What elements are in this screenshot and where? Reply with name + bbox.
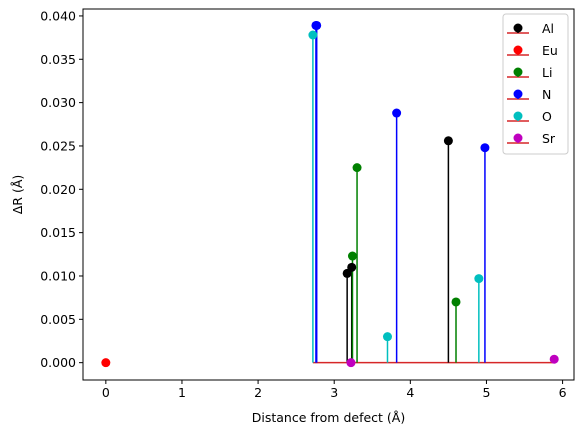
x-tick-label: 0 <box>102 385 110 400</box>
legend-marker-sr <box>513 133 523 143</box>
legend-label-sr: Sr <box>542 131 556 146</box>
y-tick-label: 0.000 <box>40 355 76 370</box>
x-axis-label: Distance from defect (Å) <box>252 410 405 425</box>
legend-label-n: N <box>542 87 551 102</box>
legend-label-o: O <box>542 109 552 124</box>
y-axis-label: ΔR (Å) <box>10 175 25 215</box>
legend-marker-al <box>513 23 523 33</box>
legend-box <box>502 13 569 155</box>
x-tick-label: 3 <box>330 385 338 400</box>
legend: Al Eu Li NO Sr <box>502 13 569 155</box>
stem-marker-sr <box>549 354 559 364</box>
stem-marker-n <box>392 108 402 118</box>
legend-label-al: Al <box>542 21 554 36</box>
legend-label-li: Li <box>542 65 552 80</box>
x-tick-label: 1 <box>178 385 186 400</box>
x-tick-label: 2 <box>254 385 262 400</box>
stem-marker-al <box>347 262 357 272</box>
stem-marker-n <box>312 20 322 30</box>
legend-marker-eu <box>513 45 523 55</box>
y-tick-label: 0.030 <box>40 95 76 110</box>
stem-marker-li <box>347 251 357 261</box>
y-tick-label: 0.015 <box>40 225 76 240</box>
x-tick-label: 6 <box>559 385 567 400</box>
y-tick-label: 0.040 <box>40 8 76 23</box>
stem-marker-li <box>352 163 362 173</box>
axes: 0 1 2 3 4 5 6 0.000 0.005 0.010 0.015 0.020 0.025 0.0… <box>40 8 575 400</box>
y-tick-label: 0.035 <box>40 52 76 67</box>
y-tick-label: 0.010 <box>40 268 76 283</box>
stem-marker-eu <box>101 358 111 368</box>
stem-marker-sr <box>346 358 356 368</box>
legend-label-eu: Eu <box>542 43 558 58</box>
stem-marker-al <box>443 136 453 146</box>
x-tick-label: 5 <box>482 385 490 400</box>
legend-marker-li <box>513 67 523 77</box>
stem-marker-o <box>474 274 484 284</box>
stem-marker-o <box>308 30 318 40</box>
stem-marker-o <box>382 332 392 342</box>
y-tick-label: 0.025 <box>40 138 76 153</box>
y-tick-label: 0.020 <box>40 182 76 197</box>
stem-marker-li <box>451 297 461 307</box>
legend-marker-o <box>513 111 523 121</box>
x-tick-label: 4 <box>406 385 414 400</box>
stem-marker-n <box>480 143 490 153</box>
legend-marker-n <box>513 89 523 99</box>
stems <box>101 20 559 368</box>
y-tick-label: 0.005 <box>40 312 76 327</box>
plot-frame <box>82 8 575 381</box>
